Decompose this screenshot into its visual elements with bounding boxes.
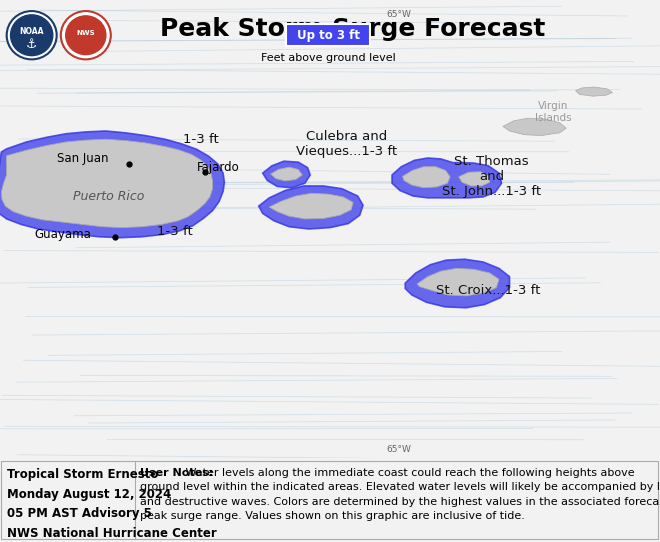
Polygon shape bbox=[417, 268, 499, 296]
Text: San Juan: San Juan bbox=[57, 152, 109, 165]
Circle shape bbox=[66, 16, 106, 55]
Circle shape bbox=[61, 11, 111, 60]
Text: Water levels along the immediate coast could reach the following heights above
g: Water levels along the immediate coast c… bbox=[140, 468, 660, 521]
Polygon shape bbox=[1, 139, 213, 228]
Text: Fajardo: Fajardo bbox=[197, 160, 240, 173]
Polygon shape bbox=[392, 158, 502, 198]
Polygon shape bbox=[405, 259, 510, 308]
Text: 1-3 ft: 1-3 ft bbox=[157, 225, 193, 238]
Polygon shape bbox=[403, 167, 450, 188]
Text: NWS: NWS bbox=[77, 30, 95, 36]
Polygon shape bbox=[503, 118, 566, 136]
Polygon shape bbox=[259, 186, 363, 229]
Text: Virgin
Islands: Virgin Islands bbox=[535, 101, 572, 123]
Text: Up to 3 ft: Up to 3 ft bbox=[296, 29, 360, 42]
Text: Puerto Rico: Puerto Rico bbox=[73, 190, 145, 203]
Polygon shape bbox=[0, 131, 224, 238]
Text: Feet above ground level: Feet above ground level bbox=[261, 53, 395, 63]
Text: Tropical Storm Ernesto
Monday August 12, 2024
05 PM AST Advisory 5
NWS National : Tropical Storm Ernesto Monday August 12,… bbox=[7, 468, 216, 540]
Polygon shape bbox=[263, 161, 310, 188]
Text: St. Thomas
and
St. John...1-3 ft: St. Thomas and St. John...1-3 ft bbox=[442, 155, 541, 198]
Circle shape bbox=[11, 15, 53, 56]
Circle shape bbox=[9, 13, 55, 57]
Text: St. Croix...1-3 ft: St. Croix...1-3 ft bbox=[436, 285, 541, 298]
Polygon shape bbox=[459, 172, 490, 186]
Polygon shape bbox=[269, 193, 353, 219]
Text: Guayama: Guayama bbox=[34, 228, 91, 241]
FancyBboxPatch shape bbox=[286, 24, 370, 46]
Text: User Notes:: User Notes: bbox=[140, 468, 213, 478]
Text: Culebra and
Vieques...1-3 ft: Culebra and Vieques...1-3 ft bbox=[296, 130, 397, 158]
Polygon shape bbox=[576, 87, 612, 96]
Circle shape bbox=[7, 11, 57, 60]
Text: NOAA: NOAA bbox=[19, 27, 44, 36]
Text: ⚓: ⚓ bbox=[26, 38, 38, 51]
Text: Peak Storm Surge Forecast: Peak Storm Surge Forecast bbox=[160, 17, 546, 41]
Text: 1-3 ft: 1-3 ft bbox=[183, 133, 219, 146]
Circle shape bbox=[63, 13, 109, 57]
Polygon shape bbox=[271, 167, 302, 181]
Text: 65°W: 65°W bbox=[386, 10, 411, 19]
Text: 65°W: 65°W bbox=[386, 446, 411, 454]
